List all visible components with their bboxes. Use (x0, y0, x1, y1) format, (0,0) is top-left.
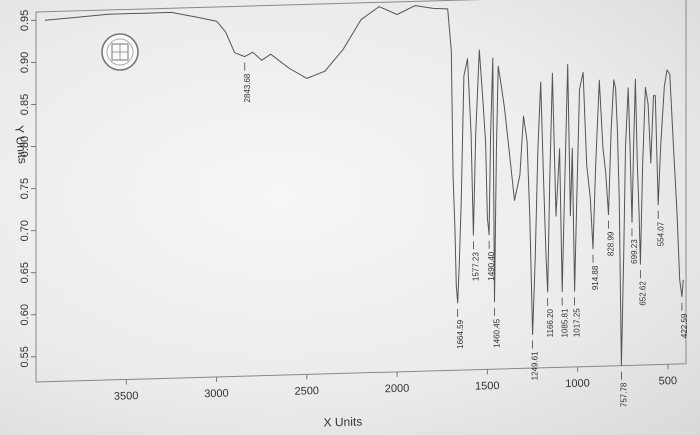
x-tick-label: 1500 (475, 380, 500, 393)
peak-label: 1085.81 (560, 308, 569, 337)
peak-label: 1166.20 (546, 308, 555, 337)
peak-label: 1460.45 (493, 318, 502, 347)
peak-label: 757.78 (620, 382, 629, 407)
peak-label: 914.88 (591, 265, 600, 290)
y-tick-label: 0.90 (19, 52, 31, 73)
x-tick-label: 3500 (114, 390, 139, 403)
peak-label: 1664.59 (456, 319, 465, 348)
y-tick-label: 0.55 (19, 346, 31, 367)
seal-logo (101, 33, 139, 71)
y-tick-label: 0.65 (19, 262, 31, 283)
plot-frame (35, 0, 687, 383)
y-tick-label: 0.85 (19, 94, 31, 115)
x-tick-label: 1000 (565, 378, 590, 391)
peak-label: 422.59 (680, 313, 689, 338)
y-tick-label: 0.75 (19, 178, 31, 199)
spectrum-line (44, 5, 684, 367)
y-tick-label: 0.95 (19, 10, 31, 31)
y-axis-label: Y Units (12, 125, 30, 165)
x-tick-label: 2000 (385, 383, 410, 396)
y-tick-label: 0.80 (19, 136, 31, 157)
x-axis-label: X Units (323, 414, 362, 429)
peak-label: 1249.61 (531, 351, 540, 380)
peak-label: 554.07 (656, 221, 665, 246)
x-tick-label: 3000 (204, 388, 229, 401)
peak-label: 2843.68 (243, 73, 252, 102)
y-tick-label: 0.60 (19, 304, 31, 325)
peak-label: 1017.25 (573, 308, 582, 337)
peak-label: 1490.40 (487, 251, 496, 280)
peak-label: 828.99 (607, 231, 616, 256)
peak-label: 1577.23 (472, 252, 481, 281)
peak-label: 652.62 (638, 281, 647, 306)
peak-label: 699.23 (630, 239, 639, 264)
x-tick-label: 2500 (294, 385, 319, 398)
y-tick-label: 0.70 (19, 220, 31, 241)
x-tick-label: 500 (659, 375, 678, 387)
